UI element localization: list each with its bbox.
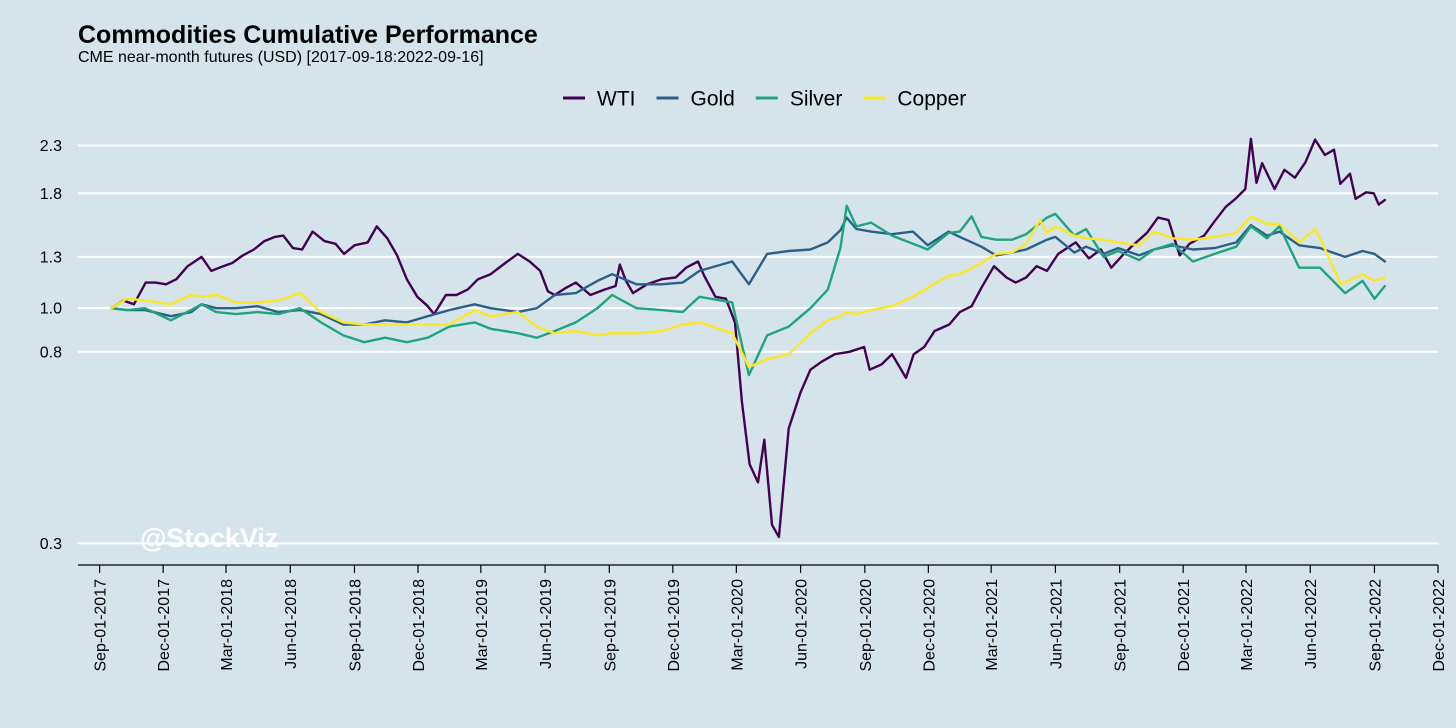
chart-legend: WTI Gold Silver Copper [563, 88, 966, 111]
x-tick-label: Jun-01-2022 [1303, 579, 1320, 669]
x-tick-label: Dec-01-2021 [1176, 579, 1193, 672]
x-tick-label: Mar-01-2022 [1239, 579, 1256, 671]
series-lines [110, 137, 1387, 539]
series-line-copper [110, 215, 1387, 369]
y-tick-label: 1.3 [40, 249, 62, 266]
x-tick-label: Jun-01-2018 [283, 579, 300, 669]
y-tick-label: 2.3 [40, 138, 62, 155]
x-tick-label: Dec-01-2017 [156, 579, 173, 672]
x-tick-label: Sep-01-2019 [602, 579, 619, 672]
x-tick-label: Jun-01-2020 [794, 579, 811, 669]
y-tick-label: 1.8 [40, 186, 62, 203]
series-line-silver [110, 204, 1387, 377]
x-tick-label: Dec-01-2018 [411, 579, 428, 672]
x-tick-label: Sep-01-2021 [1113, 579, 1130, 672]
x-tick-label: Sep-01-2020 [858, 579, 875, 672]
x-tick-label: Dec-01-2022 [1431, 579, 1448, 672]
series-line-wti [110, 137, 1387, 539]
x-tick-label: Mar-01-2020 [729, 579, 746, 671]
x-tick-label: Sep-01-2022 [1367, 579, 1384, 672]
y-tick-label: 0.8 [40, 344, 62, 361]
chart-subtitle: CME near-month futures (USD) [2017-09-18… [78, 49, 484, 66]
legend-label-copper: Copper [897, 88, 966, 111]
x-tick-label: Mar-01-2021 [984, 579, 1001, 671]
series-line-gold [110, 216, 1387, 326]
legend-label-wti: WTI [597, 88, 635, 111]
y-tick-label: 1.0 [40, 301, 62, 318]
chart-title: Commodities Cumulative Performance [78, 21, 538, 49]
x-tick-label: Mar-01-2018 [219, 579, 236, 671]
y-axis-ticks: 0.3 0.8 1.0 1.3 1.8 2.3 [40, 138, 62, 553]
x-tick-label: Sep-01-2017 [93, 579, 110, 672]
x-tick-label: Mar-01-2019 [474, 579, 491, 671]
legend-label-silver: Silver [790, 88, 843, 111]
y-tick-label: 0.3 [40, 536, 62, 553]
x-tick-label: Dec-01-2020 [921, 579, 938, 672]
x-tick-label: Sep-01-2018 [347, 579, 364, 672]
y-gridlines [78, 144, 1438, 545]
x-tick-label: Jun-01-2019 [538, 579, 555, 669]
x-axis-ticks: Sep-01-2017 Dec-01-2017 Mar-01-2018 Jun-01-… [93, 565, 1448, 672]
x-tick-label: Jun-01-2021 [1048, 579, 1065, 669]
watermark: @StockViz [140, 523, 278, 553]
legend-label-gold: Gold [690, 88, 734, 111]
x-tick-label: Dec-01-2019 [666, 579, 683, 672]
